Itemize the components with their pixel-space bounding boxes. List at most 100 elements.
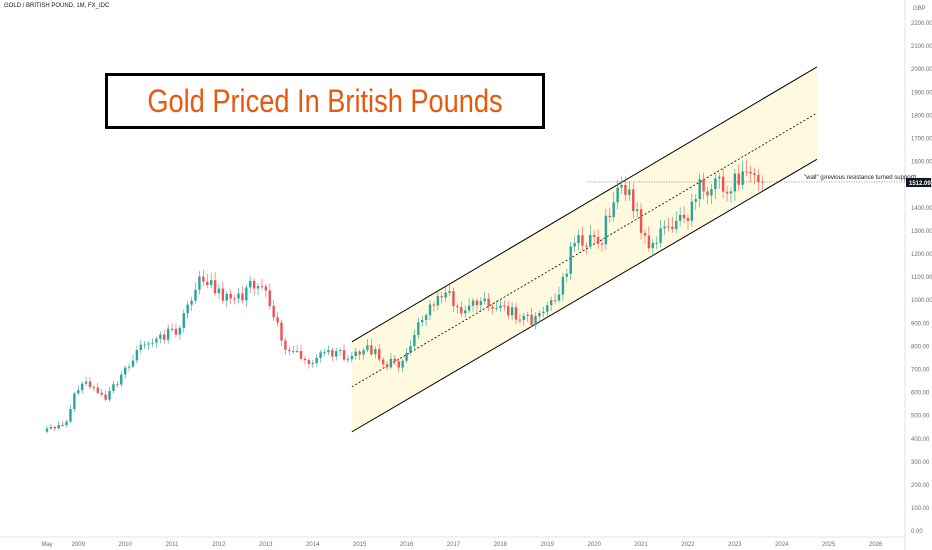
candle[interactable] xyxy=(733,168,737,201)
candle[interactable] xyxy=(702,172,705,200)
candle[interactable] xyxy=(757,169,760,191)
candle[interactable] xyxy=(166,324,170,344)
candle[interactable] xyxy=(378,343,381,363)
candle[interactable] xyxy=(749,165,752,183)
candle[interactable] xyxy=(737,164,740,191)
channel-midline[interactable] xyxy=(351,112,818,388)
candle[interactable] xyxy=(182,309,185,333)
candle[interactable] xyxy=(186,300,189,319)
candle[interactable] xyxy=(147,340,150,350)
candle[interactable] xyxy=(385,360,389,371)
candle[interactable] xyxy=(241,286,244,304)
candle[interactable] xyxy=(561,273,565,301)
candle[interactable] xyxy=(323,348,326,357)
candle[interactable] xyxy=(698,173,701,208)
candle[interactable] xyxy=(151,338,154,348)
candle[interactable] xyxy=(592,230,596,245)
candle[interactable] xyxy=(503,300,506,311)
candle[interactable] xyxy=(596,229,600,249)
candle[interactable] xyxy=(546,301,549,318)
candle[interactable] xyxy=(198,271,201,295)
candle[interactable] xyxy=(213,271,217,297)
candle[interactable] xyxy=(463,305,467,318)
candle[interactable] xyxy=(123,365,127,379)
candle[interactable] xyxy=(245,284,248,307)
candle[interactable] xyxy=(338,347,342,356)
candle[interactable] xyxy=(163,330,166,344)
candle[interactable] xyxy=(522,313,526,326)
candle[interactable] xyxy=(280,319,283,346)
candle[interactable] xyxy=(366,339,369,353)
candle[interactable] xyxy=(88,376,92,389)
candle[interactable] xyxy=(413,329,416,349)
candle[interactable] xyxy=(405,347,408,364)
candle[interactable] xyxy=(53,425,57,432)
candle[interactable] xyxy=(495,300,498,312)
candle[interactable] xyxy=(635,202,639,218)
candle[interactable] xyxy=(61,421,64,427)
candle[interactable] xyxy=(761,175,764,191)
candle[interactable] xyxy=(116,381,119,388)
time-axis[interactable]: May 2009 2010 2011 2012 2013 2014 2015 2016 2017 2… xyxy=(41,542,883,548)
candle[interactable] xyxy=(530,307,533,328)
candle[interactable] xyxy=(335,347,338,361)
candle[interactable] xyxy=(604,208,608,250)
candle[interactable] xyxy=(436,290,440,311)
candle[interactable] xyxy=(84,376,88,386)
candle[interactable] xyxy=(233,294,236,305)
candle[interactable] xyxy=(471,297,475,313)
candle[interactable] xyxy=(706,186,709,205)
candle[interactable] xyxy=(514,302,518,325)
candle[interactable] xyxy=(92,385,96,392)
candle[interactable] xyxy=(589,225,592,250)
candle[interactable] xyxy=(77,385,80,396)
candle[interactable] xyxy=(225,291,228,308)
candle[interactable] xyxy=(714,174,717,199)
candle[interactable] xyxy=(475,298,479,312)
candle[interactable] xyxy=(342,344,346,362)
candle[interactable] xyxy=(581,226,584,250)
candle[interactable] xyxy=(331,347,334,362)
candle[interactable] xyxy=(421,315,424,327)
candle[interactable] xyxy=(155,336,158,348)
candle[interactable] xyxy=(303,356,307,365)
candle[interactable] xyxy=(643,229,647,245)
candle[interactable] xyxy=(573,236,576,253)
candle[interactable] xyxy=(452,287,455,313)
candle[interactable] xyxy=(381,357,385,369)
candle[interactable] xyxy=(467,297,471,313)
channel-upper-line[interactable] xyxy=(351,66,818,343)
candle[interactable] xyxy=(616,180,619,210)
candle[interactable] xyxy=(315,354,318,367)
candle[interactable] xyxy=(272,300,275,322)
candle[interactable] xyxy=(159,331,162,344)
candle[interactable] xyxy=(237,288,240,304)
candle[interactable] xyxy=(417,317,420,339)
candle[interactable] xyxy=(690,193,694,227)
candle[interactable] xyxy=(538,310,541,323)
candle[interactable] xyxy=(350,351,354,363)
candle[interactable] xyxy=(139,340,142,354)
candle[interactable] xyxy=(112,380,115,394)
candle[interactable] xyxy=(745,159,748,177)
candle[interactable] xyxy=(229,289,232,304)
candle[interactable] xyxy=(143,340,146,349)
candle[interactable] xyxy=(741,160,744,190)
candle[interactable] xyxy=(506,301,510,320)
candle[interactable] xyxy=(49,423,53,430)
candle[interactable] xyxy=(190,297,193,311)
candle[interactable] xyxy=(565,268,569,283)
candle[interactable] xyxy=(209,272,213,289)
candle[interactable] xyxy=(682,205,686,223)
candle[interactable] xyxy=(694,194,697,211)
candle[interactable] xyxy=(585,242,588,255)
candle[interactable] xyxy=(667,218,670,232)
channel-lower-line[interactable] xyxy=(351,158,818,433)
candle[interactable] xyxy=(362,347,365,360)
candle[interactable] xyxy=(80,381,84,394)
candle[interactable] xyxy=(686,214,690,230)
candle[interactable] xyxy=(57,421,60,430)
candle[interactable] xyxy=(460,301,463,317)
candle[interactable] xyxy=(647,226,651,252)
candle[interactable] xyxy=(663,220,666,235)
